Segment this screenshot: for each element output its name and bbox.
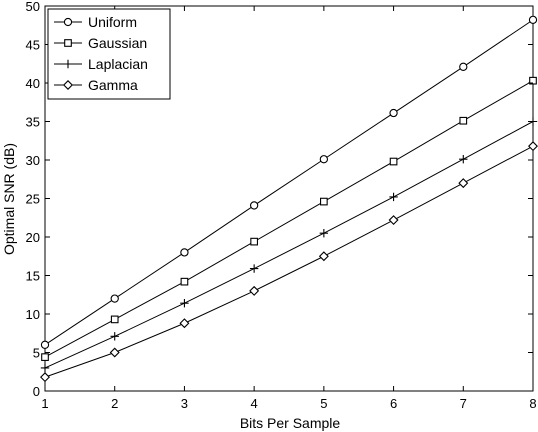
data-point <box>40 363 50 373</box>
legend-marker <box>64 39 72 47</box>
series-line <box>44 121 534 369</box>
legend-label: Gaussian <box>88 35 147 51</box>
x-axis-label: Bits Per Sample <box>240 415 341 431</box>
legend-label: Gamma <box>88 77 138 93</box>
data-point <box>249 285 260 296</box>
data-point <box>250 237 258 246</box>
data-point <box>110 315 119 324</box>
data-point <box>249 264 259 273</box>
data-point <box>40 372 50 383</box>
legend-item: Gamma <box>54 77 138 93</box>
y-tick-label: 0 <box>33 384 40 399</box>
series-line <box>44 19 534 346</box>
y-axis-label: Optimal SNR (dB) <box>1 143 17 255</box>
data-point <box>389 192 398 202</box>
legend: Uniform Gaussian Laplacian Gamma <box>47 8 171 100</box>
x-tick-label: 5 <box>320 396 327 411</box>
x-tick-label: 6 <box>390 396 397 411</box>
series-uniform <box>40 15 538 349</box>
data-point <box>528 15 538 25</box>
data-point <box>180 299 189 308</box>
data-point <box>318 251 329 262</box>
series-gamma <box>40 141 538 383</box>
y-tick-label: 15 <box>26 269 40 284</box>
data-point <box>459 116 468 125</box>
y-tick-label: 5 <box>33 346 40 361</box>
x-tick-label: 3 <box>181 396 188 411</box>
data-point <box>180 248 189 257</box>
data-point <box>389 157 398 166</box>
x-tick-label: 8 <box>529 396 536 411</box>
data-point <box>319 155 329 164</box>
data-point <box>110 294 119 303</box>
legend-label: Laplacian <box>88 56 148 72</box>
data-point <box>459 62 468 71</box>
y-tick-label: 10 <box>26 307 40 322</box>
series-line <box>44 145 534 378</box>
data-point <box>320 197 328 206</box>
data-point <box>459 155 468 164</box>
legend-item: Gaussian <box>54 35 147 51</box>
data-point <box>529 76 537 85</box>
y-tick-label: 25 <box>26 192 40 207</box>
data-point <box>40 340 50 349</box>
data-point <box>388 215 399 226</box>
legend-item: Laplacian <box>54 56 148 72</box>
series-laplacian <box>40 117 538 373</box>
y-tick-label: 40 <box>26 76 40 91</box>
data-point <box>109 347 120 358</box>
data-point <box>389 108 398 118</box>
y-tick-label: 50 <box>26 0 40 14</box>
data-point <box>458 178 469 189</box>
legend-marker <box>63 59 73 69</box>
x-tick-label: 4 <box>251 396 258 411</box>
legend-marker <box>63 17 73 27</box>
y-tick-label: 35 <box>26 115 40 130</box>
y-tick-label: 30 <box>26 153 40 168</box>
series-layer <box>40 15 538 383</box>
data-point <box>528 141 538 152</box>
series-line <box>44 80 534 358</box>
data-point <box>180 277 189 286</box>
y-tick-label: 45 <box>26 38 40 53</box>
legend-marker <box>63 80 73 90</box>
x-tick-label: 1 <box>41 396 48 411</box>
series-gaussian <box>41 76 537 361</box>
data-point <box>249 201 259 210</box>
legend-label: Uniform <box>88 14 137 30</box>
x-tick-label: 7 <box>460 396 467 411</box>
data-point <box>179 318 190 329</box>
data-point <box>41 353 49 361</box>
legend-item: Uniform <box>54 14 137 30</box>
data-point <box>110 332 119 341</box>
y-tick-label: 20 <box>26 230 40 245</box>
data-point <box>319 228 329 238</box>
x-tick-label: 2 <box>111 396 118 411</box>
